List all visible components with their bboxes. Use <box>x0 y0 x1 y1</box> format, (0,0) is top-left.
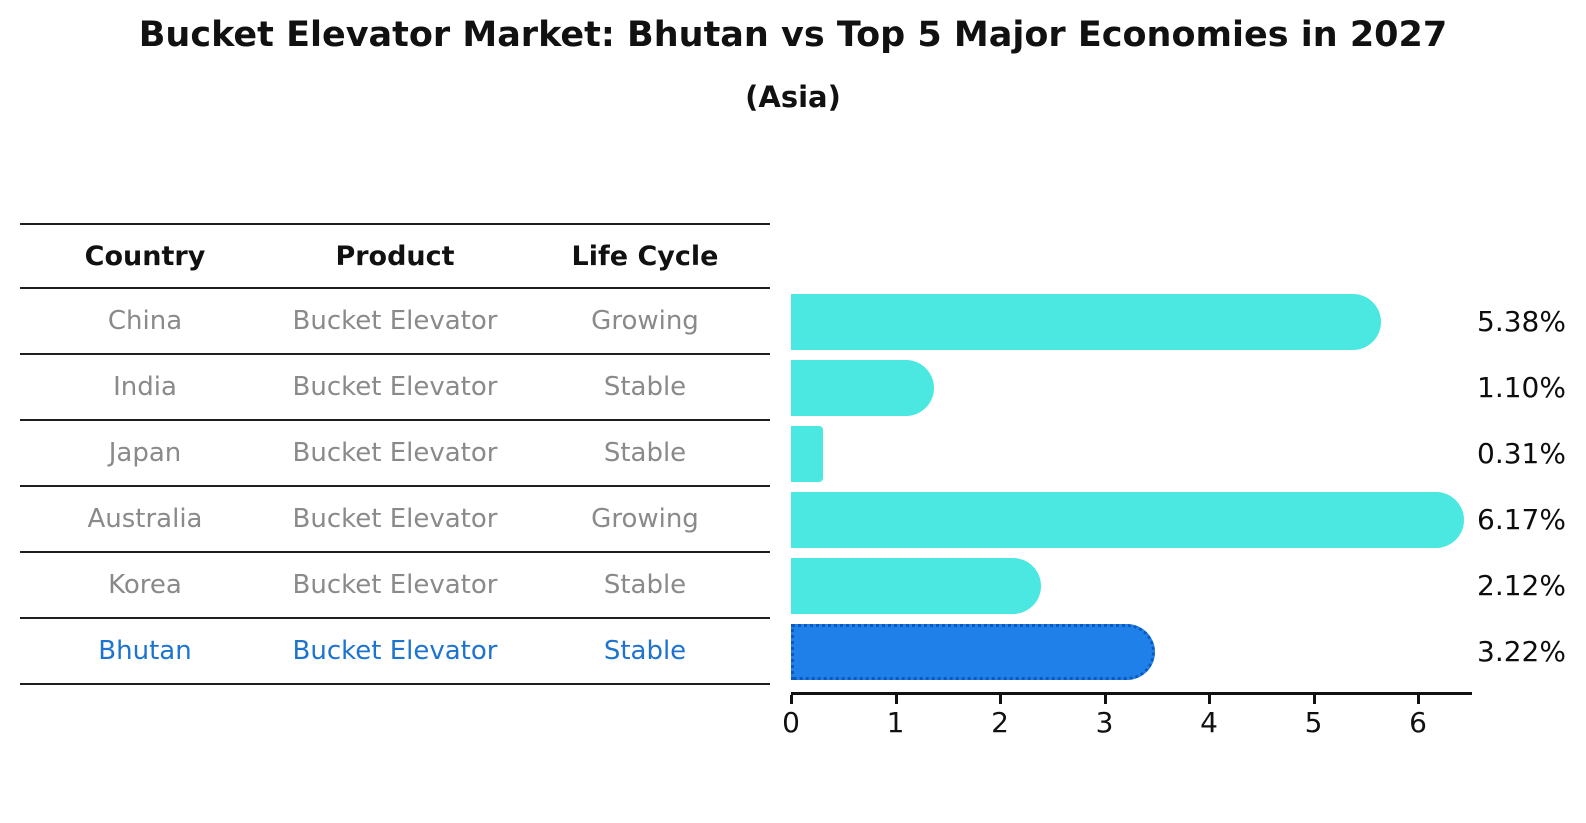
table-header-country: Country <box>84 240 206 272</box>
x-axis-tick <box>1417 695 1420 704</box>
table-row: Korea Bucket Elevator Stable <box>20 553 770 619</box>
table-body: China Bucket Elevator Growing India Bucket E… <box>20 289 770 685</box>
table-header-product: Product <box>335 240 455 272</box>
table-row: Japan Bucket Elevator Stable <box>20 421 770 487</box>
bar-japan <box>791 426 823 482</box>
bar-value-label: 6.17% <box>1477 503 1566 536</box>
bar-value-label: 1.10% <box>1477 371 1566 404</box>
chart-subtitle: (Asia) <box>745 80 841 114</box>
bar-value-label: 5.38% <box>1477 305 1566 338</box>
x-axis-tick <box>790 695 793 704</box>
x-axis-tick-label: 2 <box>991 706 1009 739</box>
x-axis-tick <box>894 695 898 704</box>
table-row: India Bucket Elevator Stable <box>20 355 770 421</box>
table-cell-country: Korea <box>108 570 182 600</box>
x-axis-tick <box>1208 695 1211 704</box>
table-cell-life-cycle: Stable <box>603 636 687 666</box>
x-axis-tick <box>999 695 1002 704</box>
table-cell-life-cycle: Stable <box>603 372 687 402</box>
table-cell-life-cycle: Stable <box>603 570 687 600</box>
table-cell-product: Bucket Elevator <box>292 438 498 468</box>
x-axis-tick-label: 4 <box>1200 706 1218 739</box>
table-cell-product: Bucket Elevator <box>292 306 498 336</box>
table-row: Bhutan Bucket Elevator Stable <box>20 619 770 685</box>
bar-china <box>791 294 1381 350</box>
table-cell-country: India <box>113 372 177 402</box>
table-cell-country: Australia <box>87 504 203 534</box>
table-cell-life-cycle: Growing <box>591 504 699 534</box>
x-axis-tick-label: 0 <box>782 706 800 739</box>
bar-india <box>791 360 934 416</box>
x-axis-tick-label: 5 <box>1304 706 1323 739</box>
table-cell-product: Bucket Elevator <box>292 372 498 402</box>
table-cell-product: Bucket Elevator <box>292 504 498 534</box>
x-axis-tick-label: 6 <box>1409 706 1427 739</box>
x-axis-tick <box>1312 695 1316 704</box>
bar-value-label: 2.12% <box>1477 569 1566 602</box>
table-header-row: Country Product Life Cycle <box>20 223 770 289</box>
table-cell-product: Bucket Elevator <box>292 636 498 666</box>
table-cell-product: Bucket Elevator <box>292 570 498 600</box>
table-row: Australia Bucket Elevator Growing <box>20 487 770 553</box>
x-axis-tick-label: 3 <box>1095 706 1114 739</box>
table-cell-life-cycle: Stable <box>603 438 687 468</box>
table-cell-life-cycle: Growing <box>591 306 699 336</box>
table-cell-country: Japan <box>108 438 182 468</box>
table-header-life-cycle: Life Cycle <box>571 240 719 272</box>
bar-bhutan <box>791 624 1155 680</box>
x-axis-line <box>791 692 1472 695</box>
table-cell-country: China <box>107 306 183 336</box>
bar-korea <box>791 558 1041 614</box>
x-axis-tick <box>1103 695 1107 704</box>
bar-australia <box>791 492 1464 548</box>
table-cell-country: Bhutan <box>98 636 192 666</box>
country-table: Country Product Life Cycle China Bucket E… <box>20 223 770 685</box>
bar-value-label: 3.22% <box>1477 635 1566 668</box>
x-axis-tick-label: 1 <box>886 706 905 739</box>
bar-value-label: 0.31% <box>1477 437 1566 470</box>
table-row: China Bucket Elevator Growing <box>20 289 770 355</box>
chart-title: Bucket Elevator Market: Bhutan vs Top 5 … <box>138 15 1448 55</box>
